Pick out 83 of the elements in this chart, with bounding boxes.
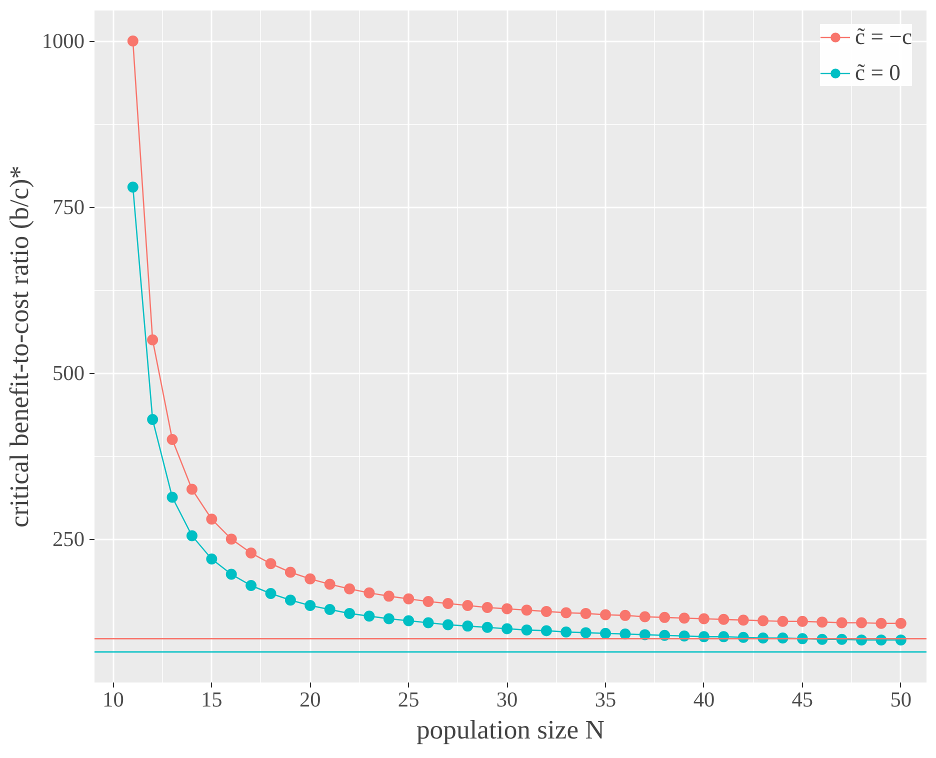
point <box>206 514 218 525</box>
point <box>560 607 572 618</box>
point <box>127 182 138 193</box>
point <box>856 617 868 628</box>
point <box>246 548 257 559</box>
point <box>836 617 848 628</box>
point <box>442 598 454 609</box>
point <box>639 611 650 622</box>
y-tick-label: 1000 <box>42 29 84 54</box>
y-tick-label: 250 <box>52 527 85 552</box>
point <box>540 606 552 617</box>
point <box>580 627 592 638</box>
x-tick-label: 30 <box>496 688 518 712</box>
x-tick-label: 20 <box>299 688 321 712</box>
point <box>304 600 316 611</box>
point <box>364 587 375 598</box>
point <box>226 568 237 580</box>
point <box>659 612 670 623</box>
point <box>364 610 375 622</box>
point <box>600 609 612 620</box>
point <box>166 492 178 503</box>
point <box>265 558 276 570</box>
point <box>226 534 237 545</box>
point <box>502 623 513 634</box>
point <box>344 608 356 619</box>
y-tick-label: 750 <box>52 195 85 220</box>
point <box>403 593 414 604</box>
point <box>600 628 612 639</box>
point <box>620 628 631 640</box>
point <box>462 600 474 611</box>
x-tick-label: 15 <box>201 688 222 712</box>
point <box>738 614 749 626</box>
point <box>383 613 394 624</box>
y-tick-label: 500 <box>52 361 85 386</box>
x-tick-label: 35 <box>594 688 616 712</box>
point <box>324 604 336 615</box>
point <box>482 602 493 613</box>
point <box>166 434 178 445</box>
point <box>895 618 906 629</box>
point <box>777 616 788 627</box>
point <box>265 588 276 600</box>
point <box>147 334 158 346</box>
y-axis-title: critical benefit-to-cost ratio (b/c)* <box>4 166 34 528</box>
point <box>521 604 532 616</box>
point <box>422 596 434 607</box>
point <box>403 615 414 626</box>
point <box>186 530 198 542</box>
x-axis-title: population size N <box>416 714 605 744</box>
x-tick-label: 45 <box>792 688 814 712</box>
point <box>502 603 513 614</box>
point <box>816 616 828 628</box>
point <box>698 613 710 624</box>
point <box>383 590 394 602</box>
x-tick-label: 25 <box>398 688 420 712</box>
point <box>442 619 454 630</box>
point <box>127 36 138 47</box>
point <box>304 573 316 584</box>
legend-label: c̃ = 0 <box>855 60 900 86</box>
point <box>186 484 198 495</box>
point <box>678 612 690 624</box>
point <box>758 615 769 626</box>
x-tick-label: 50 <box>890 688 912 712</box>
legend-label: c̃ = −c <box>855 24 912 50</box>
point <box>284 566 296 578</box>
point <box>462 620 474 632</box>
point <box>206 554 218 564</box>
point <box>620 610 631 621</box>
point <box>521 624 532 636</box>
point <box>422 617 434 628</box>
x-tick-label: 10 <box>102 688 124 712</box>
point <box>284 594 296 606</box>
point <box>718 614 730 625</box>
point <box>796 616 808 627</box>
point <box>482 622 493 633</box>
point <box>246 580 257 592</box>
x-tick-label: 40 <box>693 688 715 712</box>
point <box>540 625 552 636</box>
point <box>344 583 356 594</box>
point <box>560 626 572 638</box>
point <box>580 608 592 619</box>
point <box>876 618 887 629</box>
point <box>147 414 158 426</box>
point <box>324 578 336 590</box>
